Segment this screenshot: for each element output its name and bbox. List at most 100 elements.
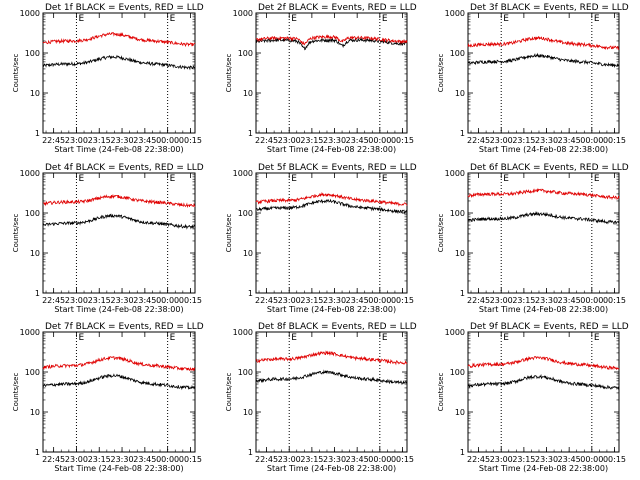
x-tick-label: 23:30 xyxy=(535,455,558,464)
x-tick-label: 00:00 xyxy=(156,455,179,464)
x-tick-label: 00:00 xyxy=(368,296,391,305)
y-tick-label: 100 xyxy=(25,368,40,377)
x-tick-label: 00:15 xyxy=(179,136,202,145)
event-marker-label: E xyxy=(503,174,509,184)
plot-frame xyxy=(467,331,620,453)
chart-title: Det 3f BLACK = Events, RED = LLD xyxy=(470,3,629,13)
y-tick-label: 10 xyxy=(30,249,40,258)
series-lld-line xyxy=(467,187,620,201)
x-tick-label: 23:00 xyxy=(490,455,513,464)
chart-panel-1: Det 1f BLACK = Events, RED = LLD 1 10 100 10… xyxy=(12,3,204,154)
series-events-line xyxy=(255,198,408,215)
plot-frame xyxy=(467,172,620,294)
chart-title: Det 8f BLACK = Events, RED = LLD xyxy=(258,322,417,332)
chart-panel-8: Det 8f BLACK = Events, RED = LLD 1 10 100 10… xyxy=(225,322,417,473)
x-tick-label: 23:15 xyxy=(300,296,323,305)
y-axis-label: Counts/sec xyxy=(225,54,233,93)
event-marker-label: E xyxy=(291,333,297,343)
x-tick-label: 23:30 xyxy=(111,455,134,464)
x-tick-label: 00:15 xyxy=(603,296,626,305)
x-tick-label: 00:00 xyxy=(156,296,179,305)
x-axis-label: Start Time (24-Feb-08 22:38:00) xyxy=(267,305,396,314)
y-tick-label: 1 xyxy=(460,289,465,298)
x-tick-label: 23:45 xyxy=(346,136,369,145)
x-tick-label: 23:15 xyxy=(512,296,535,305)
series-lld-line xyxy=(255,191,408,207)
event-marker-label: E xyxy=(291,14,297,24)
series-lld-line xyxy=(43,193,196,209)
x-tick-label: 23:30 xyxy=(535,136,558,145)
y-tick-label: 100 xyxy=(450,49,465,58)
x-tick-label: 23:15 xyxy=(300,455,323,464)
plot-frame xyxy=(42,12,196,134)
y-tick-label: 100 xyxy=(238,49,253,58)
y-tick-label: 10 xyxy=(243,249,253,258)
x-tick-label: 22:45 xyxy=(42,136,65,145)
series-events-line xyxy=(42,54,196,71)
y-tick-label: 10 xyxy=(30,408,40,417)
x-tick-label: 23:15 xyxy=(88,455,111,464)
x-tick-label: 23:15 xyxy=(300,136,323,145)
chart-panel-6: Det 6f BLACK = Events, RED = LLD 1 10 100 10… xyxy=(437,163,629,314)
y-tick-label: 1000 xyxy=(20,9,40,18)
y-tick-label: 10 xyxy=(455,408,465,417)
chart-title: Det 6f BLACK = Events, RED = LLD xyxy=(470,163,629,173)
y-tick-label: 100 xyxy=(450,368,465,377)
x-tick-label: 23:45 xyxy=(558,136,581,145)
chart-title: Det 5f BLACK = Events, RED = LLD xyxy=(258,163,417,173)
event-marker-label: E xyxy=(382,174,388,184)
series-events-line xyxy=(467,52,620,68)
x-tick-label: 23:00 xyxy=(490,136,513,145)
chart-panel-2: Det 2f BLACK = Events, RED = LLD 1 10 100 10… xyxy=(225,3,417,154)
event-marker-label: E xyxy=(78,174,84,184)
y-axis-label: Counts/sec xyxy=(437,373,445,412)
y-tick-label: 100 xyxy=(25,209,40,218)
y-tick-label: 1000 xyxy=(233,9,253,18)
x-tick-label: 22:45 xyxy=(42,455,65,464)
event-marker-label: E xyxy=(170,333,176,343)
chart-title: Det 4f BLACK = Events, RED = LLD xyxy=(45,163,204,173)
y-tick-label: 1000 xyxy=(20,328,40,337)
y-tick-label: 10 xyxy=(455,249,465,258)
x-tick-label: 00:15 xyxy=(391,296,414,305)
plot-frame xyxy=(42,172,196,294)
x-tick-label: 00:15 xyxy=(179,296,202,305)
y-tick-label: 1000 xyxy=(233,328,253,337)
y-tick-label: 10 xyxy=(243,408,253,417)
x-axis-label: Start Time (24-Feb-08 22:38:00) xyxy=(54,305,183,314)
y-tick-label: 100 xyxy=(238,368,253,377)
y-tick-label: 10 xyxy=(30,89,40,98)
x-tick-label: 00:00 xyxy=(368,455,391,464)
x-tick-label: 00:00 xyxy=(580,455,603,464)
x-tick-label: 23:15 xyxy=(512,136,535,145)
y-axis-label: Counts/sec xyxy=(12,214,20,253)
y-tick-label: 10 xyxy=(243,89,253,98)
x-tick-label: 23:15 xyxy=(88,136,111,145)
y-tick-label: 1000 xyxy=(445,169,465,178)
y-tick-label: 1 xyxy=(460,129,465,138)
y-tick-label: 1000 xyxy=(233,169,253,178)
event-marker-label: E xyxy=(594,14,600,24)
y-tick-label: 1 xyxy=(35,448,40,457)
y-tick-label: 100 xyxy=(450,209,465,218)
y-axis-label: Counts/sec xyxy=(437,214,445,253)
event-marker-label: E xyxy=(170,14,176,24)
x-tick-label: 00:15 xyxy=(179,455,202,464)
plot-frame xyxy=(255,12,408,134)
event-marker-label: E xyxy=(78,333,84,343)
chart-panel-9: Det 9f BLACK = Events, RED = LLD 1 10 100 10… xyxy=(437,322,629,473)
x-tick-label: 00:00 xyxy=(580,296,603,305)
plot-frame xyxy=(467,12,620,134)
y-axis-label: Counts/sec xyxy=(225,373,233,412)
event-marker-label: E xyxy=(382,14,388,24)
x-tick-label: 22:45 xyxy=(42,296,65,305)
x-axis-label: Start Time (24-Feb-08 22:38:00) xyxy=(479,145,608,154)
y-axis-label: Counts/sec xyxy=(437,54,445,93)
series-lld-line xyxy=(42,355,196,371)
event-marker-label: E xyxy=(594,333,600,343)
series-events-line xyxy=(42,373,196,391)
x-tick-label: 22:45 xyxy=(467,455,490,464)
series-lld-line xyxy=(42,32,196,48)
x-tick-label: 23:00 xyxy=(278,455,301,464)
event-marker-label: E xyxy=(78,14,84,24)
